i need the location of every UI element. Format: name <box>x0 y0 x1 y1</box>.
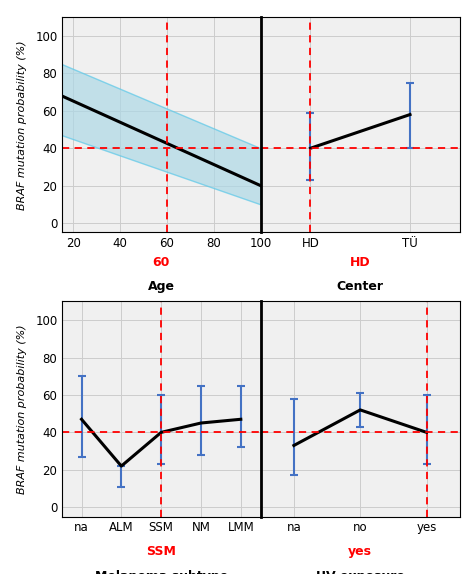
Text: 60: 60 <box>153 256 170 269</box>
Text: Age: Age <box>148 280 174 293</box>
Text: Melanoma subtype: Melanoma subtype <box>94 571 228 574</box>
Text: SSM: SSM <box>146 545 176 557</box>
Text: Center: Center <box>337 280 384 293</box>
Text: yes: yes <box>348 545 372 557</box>
Text: UV exposure: UV exposure <box>316 571 405 574</box>
Text: BRAF mutation probability (%): BRAF mutation probability (%) <box>17 324 27 494</box>
Text: HD: HD <box>350 256 371 269</box>
Text: BRAF mutation probability (%): BRAF mutation probability (%) <box>17 40 27 210</box>
